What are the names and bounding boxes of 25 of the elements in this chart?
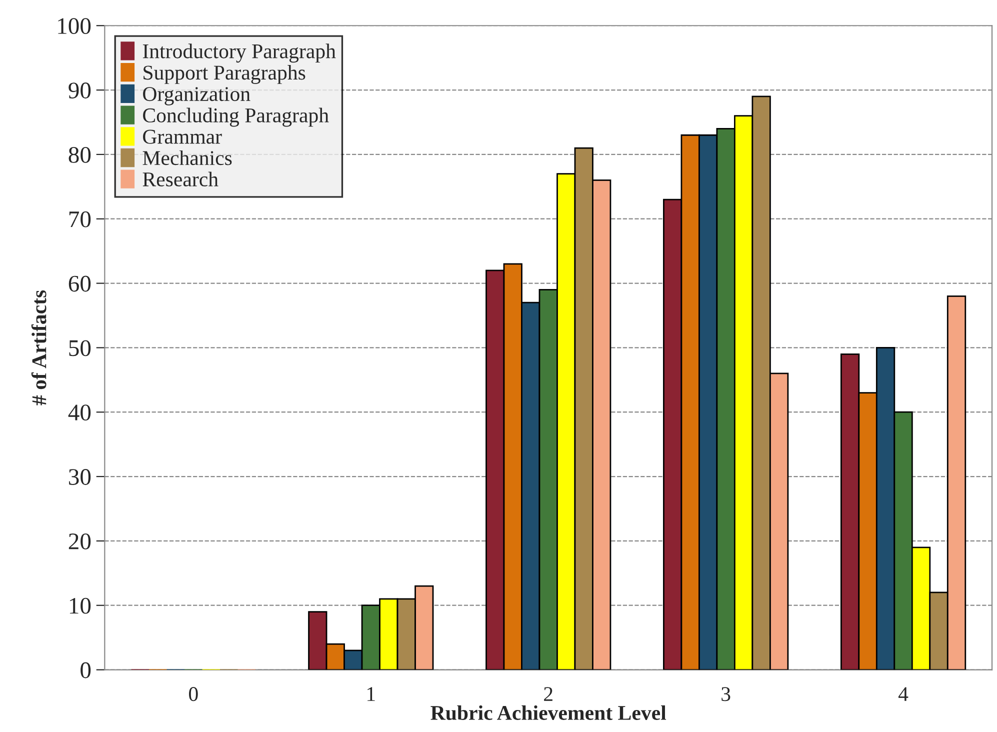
- x-tick-label: 3: [722, 687, 730, 702]
- y-tick-label: 20: [68, 533, 91, 550]
- x-tick-label: 4: [898, 687, 908, 701]
- legend-label: Mechanics: [142, 150, 232, 166]
- y-tick-label: 70: [69, 211, 91, 228]
- x-axis-title: Rubric Achievement Level: [430, 705, 666, 720]
- y-tick-label: 10: [70, 598, 91, 614]
- legend-label: Introductory Paragraph: [142, 44, 336, 63]
- y-axis-title: # of Artifacts: [31, 290, 46, 406]
- legend-label: Concluding Paragraph: [143, 108, 329, 127]
- y-tick-label: 40: [68, 404, 91, 421]
- legend-label: Grammar: [143, 130, 222, 144]
- y-tick-label: 80: [68, 146, 91, 163]
- y-tick-label: 0: [80, 662, 91, 678]
- legend-label: Support Paragraphs: [144, 65, 306, 84]
- x-tick-label: 1: [368, 687, 375, 701]
- x-tick-label: 2: [544, 687, 552, 701]
- x-tick-label: 0: [189, 687, 198, 702]
- y-tick-label: 60: [68, 276, 91, 292]
- y-tick-label: 100: [58, 18, 91, 34]
- legend-label: Research: [142, 172, 218, 186]
- y-tick-label: 90: [68, 82, 91, 98]
- y-tick-label: 50: [69, 340, 91, 356]
- y-tick-label: 30: [69, 469, 91, 485]
- legend-label: Organization: [143, 87, 250, 106]
